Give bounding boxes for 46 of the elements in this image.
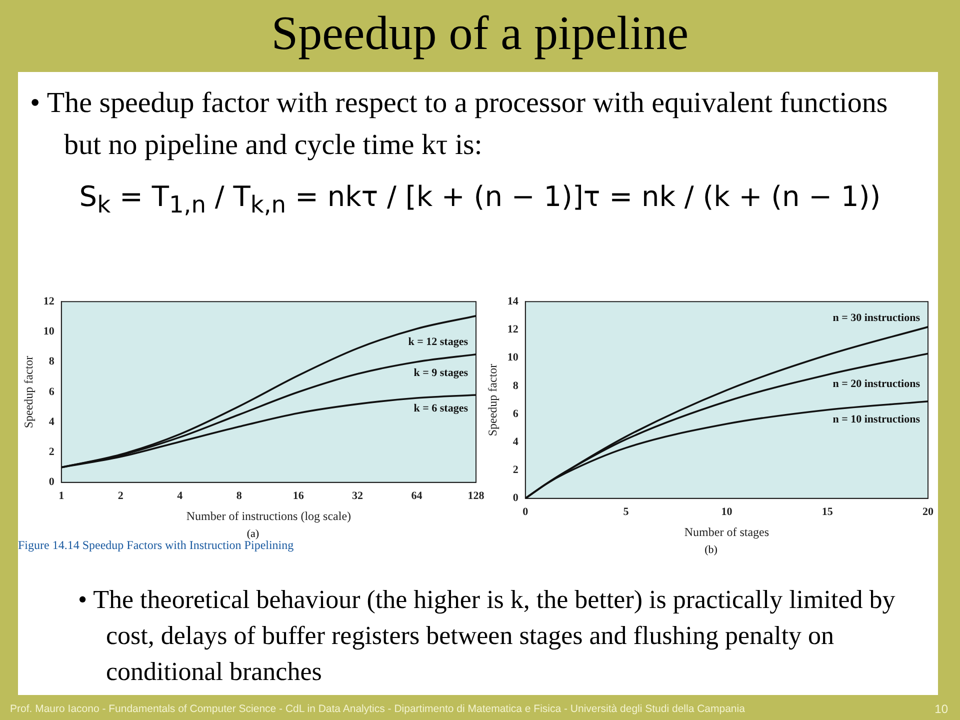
x-tick-label: 16 xyxy=(292,490,304,502)
x-tick-label: 128 xyxy=(468,490,485,502)
y-tick-label: 2 xyxy=(48,446,55,458)
y-axis-title: Speedup factor xyxy=(485,364,500,436)
text: Speedup of a pipeline xyxy=(270,6,690,61)
x-tick-label: 10 xyxy=(721,506,733,518)
text: (b) xyxy=(704,544,718,556)
series-label: k = 6 stages xyxy=(414,402,469,415)
series-label: k = 9 stages xyxy=(414,366,469,379)
x-tick-label: 20 xyxy=(922,506,934,518)
y-tick-label: 4 xyxy=(512,436,519,448)
series-label: k = 12 stages xyxy=(408,336,469,348)
y-tick-label: 12 xyxy=(43,295,55,308)
y-tick-label: 6 xyxy=(48,386,55,398)
caption: Figure 14.14 Speedup Factors with Instruction Pipelining xyxy=(18,538,295,553)
series-label: n = 30 instructions xyxy=(832,312,921,324)
x-tick-label: 4 xyxy=(177,490,184,502)
x-tick-label: 0 xyxy=(522,506,529,518)
x-axis-title: Number of instructions (log scale) xyxy=(186,508,352,523)
y-tick-label: 14 xyxy=(507,295,519,308)
x-tick-label: 2 xyxy=(118,490,124,502)
x-tick-label: 15 xyxy=(822,506,834,518)
text: • The theoretical behaviour (the higher is k, the better) is practically limited by cost, delays of buffer registers between stages and flushing penalty on conditional branches xyxy=(78,584,896,688)
y-tick-label: 10 xyxy=(507,352,519,364)
text: (a) xyxy=(246,528,260,540)
y-tick-label: 0 xyxy=(48,476,55,488)
x-tick-label: 5 xyxy=(623,506,630,518)
y-tick-label: 12 xyxy=(507,324,519,336)
x-tick-label: 1 xyxy=(58,490,64,502)
y-tick-label: 8 xyxy=(512,380,519,392)
series-label: n = 20 instructions xyxy=(832,378,921,390)
text: S$_{k}$ = T$_{1,n}$ / T$_{k,n}$ = nkτ / [k + (n − 1)]τ = nk / (k + (n − 1)) xyxy=(78,180,882,219)
text: Prof. Mauro Iacono - Fundamentals of Computer Science - CdL in Data Analytics - Dipartimento di Matematica e Fisica - Università degli Studi della Campania xyxy=(10,703,745,715)
y-tick-label: 8 xyxy=(48,356,55,368)
y-tick-label: 4 xyxy=(48,416,55,428)
x-tick-label: 32 xyxy=(352,490,364,502)
x-axis-title: Number of stages xyxy=(684,524,770,539)
text: 10 xyxy=(934,702,948,716)
y-tick-label: 2 xyxy=(512,464,519,476)
y-tick-label: 10 xyxy=(43,326,55,338)
x-tick-label: 8 xyxy=(236,490,242,502)
y-tick-label: 6 xyxy=(512,408,519,420)
text: • The speedup factor with respect to a processor with equivalent functions but no pipeline and cycle time kτ is: xyxy=(30,86,889,163)
series-label: n = 10 instructions xyxy=(832,414,921,426)
x-tick-label: 64 xyxy=(411,490,423,502)
y-axis-title: Speedup factor xyxy=(21,356,36,428)
